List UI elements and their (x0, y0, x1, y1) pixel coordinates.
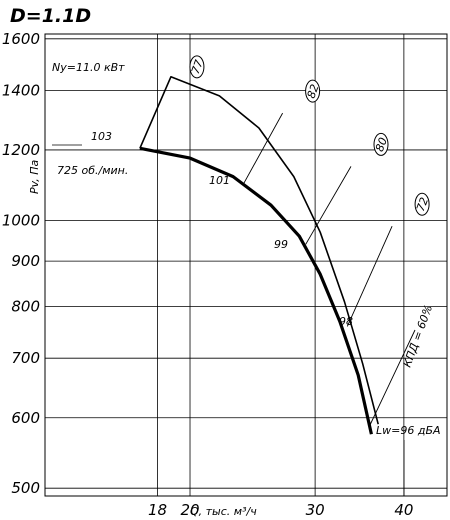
efficiency-60-line (369, 329, 416, 426)
chart-title: D=1.1D (10, 5, 91, 27)
efficiency-label-80: 80 (373, 136, 390, 154)
efficiency-label-77: 77 (189, 58, 206, 76)
y-tick-1400: 1400 (2, 81, 40, 99)
x-tick-20: 20 (180, 501, 199, 519)
speed-curve-725 (139, 146, 373, 435)
efficiency-label-82: 82 (305, 82, 322, 100)
efficiency-label-72: 72 (414, 196, 431, 214)
power-limit-curve (139, 76, 379, 425)
power-annotation: Ny=11.0 кВт (52, 61, 125, 74)
sound-power-annotation: Lw=96 дБА (376, 424, 441, 437)
efficiency-line-80 (305, 166, 352, 245)
x-tick-30: 30 (306, 501, 325, 519)
efficiency-lines (243, 112, 393, 327)
noise-level-103: 103 (91, 130, 112, 143)
curve-labels: 77 82 80 72 Ny=11.0 кВт 725 об./мин. 103 101 99 9… (52, 55, 441, 496)
efficiency-60-annotation: КПД = 60% (401, 303, 436, 369)
plot-frame (44, 33, 448, 497)
efficiency-circle-72 (414, 192, 430, 216)
y-tick-1200: 1200 (2, 141, 40, 159)
efficiency-circle-82 (305, 79, 321, 103)
speed-annotation: 725 об./мин. (57, 164, 128, 177)
y-tick-800: 800 (11, 298, 40, 316)
y-tick-900: 900 (11, 252, 40, 270)
noise-level-99: 99 (274, 238, 288, 251)
efficiency-circle-77 (189, 55, 205, 79)
y-tick-500: 500 (11, 479, 40, 497)
tick-labels: 500 600 700 800 900 1000 1200 1400 1600 18 20 30 40 (2, 30, 414, 519)
y-axis-label: Pv, Па (28, 159, 41, 194)
efficiency-line-72 (346, 226, 393, 327)
x-axis-label: Q, тыс. м³/ч (190, 505, 257, 518)
y-tick-1000: 1000 (2, 211, 40, 229)
noise-level-101: 101 (209, 174, 230, 187)
performance-curves (139, 76, 379, 435)
x-tick-40: 40 (394, 501, 413, 519)
x-tick-18: 18 (148, 501, 167, 519)
y-tick-700: 700 (11, 349, 40, 367)
y-tick-600: 600 (11, 409, 40, 427)
y-tick-1600: 1600 (2, 30, 40, 48)
efficiency-line-82 (243, 112, 284, 184)
efficiency-circle-80 (373, 132, 389, 156)
noise-level-98: 98 (339, 315, 353, 328)
